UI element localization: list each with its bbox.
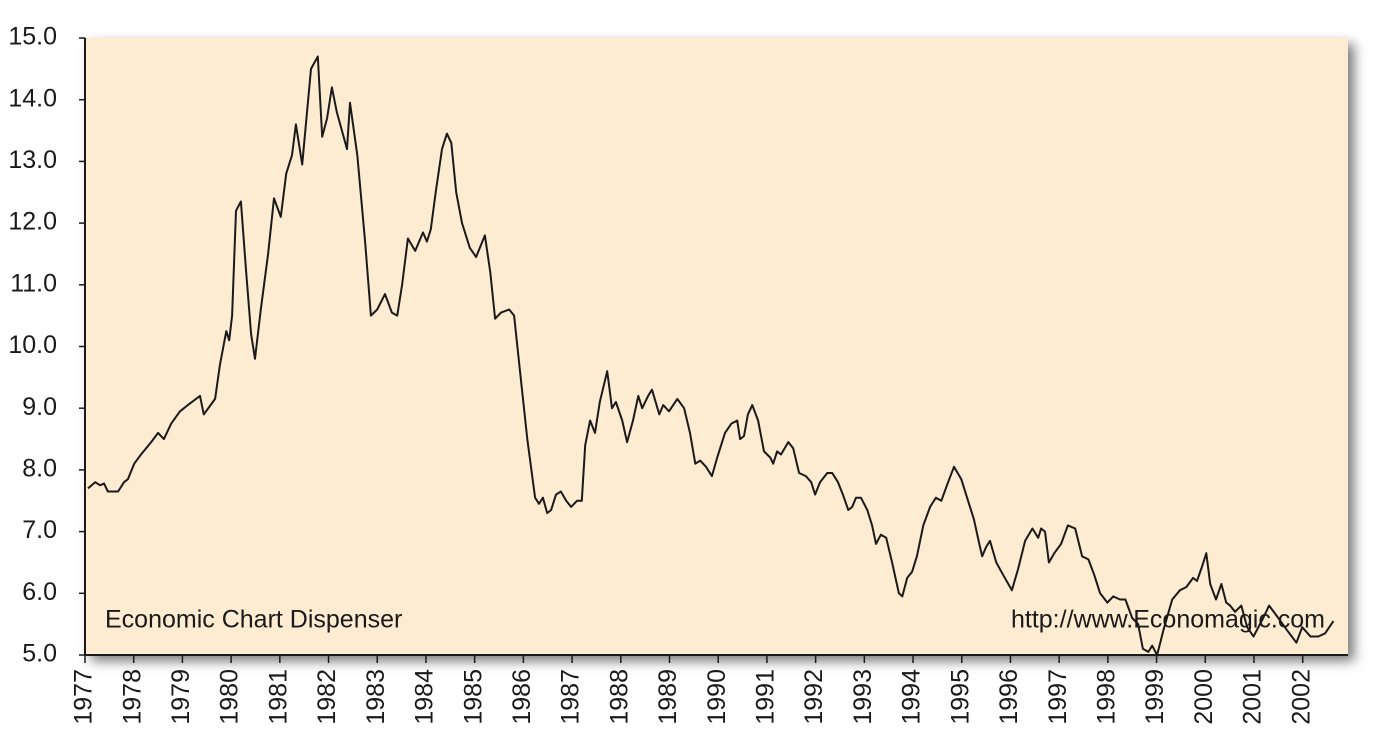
y-tick-label: 7.0 xyxy=(22,516,57,544)
y-tick-label: 14.0 xyxy=(8,84,57,112)
x-tick-label: 1996 xyxy=(995,669,1023,725)
x-tick-label: 2000 xyxy=(1190,669,1218,725)
x-tick-label: 1998 xyxy=(1092,669,1120,725)
x-tick-label: 1977 xyxy=(70,669,98,725)
x-tick-label: 2002 xyxy=(1287,669,1315,725)
x-tick-label: 1997 xyxy=(1044,669,1072,725)
x-tick-label: 1979 xyxy=(167,669,195,725)
annotation: http://www.Economagic.com xyxy=(1011,606,1325,634)
y-tick-label: 13.0 xyxy=(8,146,57,174)
x-tick-label: 1994 xyxy=(898,669,926,725)
y-tick-label: 15.0 xyxy=(8,23,57,51)
x-tick-label: 1980 xyxy=(216,669,244,725)
annotation: Economic Chart Dispenser xyxy=(105,606,402,634)
y-tick-label: 12.0 xyxy=(8,208,57,236)
chart-layer: 5.0 6.0 7.0 8.0 9.0 10.0 11.0 12.0 13.0 14.0 15.0 1… xyxy=(8,23,1348,725)
x-tick-label: 1987 xyxy=(557,669,585,725)
y-tick-label: 5.0 xyxy=(22,640,57,668)
y-tick-label: 11.0 xyxy=(10,269,57,297)
x-tick-label: 1984 xyxy=(411,669,439,725)
x-tick-label: 1990 xyxy=(703,669,731,725)
x-tick-label: 1985 xyxy=(459,669,487,725)
x-tick-label: 1982 xyxy=(313,669,341,725)
x-tick-label: 1993 xyxy=(849,669,877,725)
line-series xyxy=(87,55,1335,656)
x-tick-label: 1983 xyxy=(362,669,390,725)
x-tick-label: 2001 xyxy=(1239,669,1267,725)
plot-area xyxy=(85,38,1348,655)
x-tick-label: 1999 xyxy=(1141,669,1169,725)
y-tick-label: 8.0 xyxy=(22,455,57,483)
x-tick-label: 1981 xyxy=(264,669,292,725)
x-tick-label: 1992 xyxy=(800,669,828,725)
y-tick-label: 10.0 xyxy=(8,331,57,359)
x-tick-label: 1978 xyxy=(118,669,146,725)
y-tick-label: 6.0 xyxy=(22,578,57,606)
x-tick-label: 1989 xyxy=(654,669,682,725)
x-tick-label: 1986 xyxy=(508,669,536,725)
x-tick-label: 1995 xyxy=(946,669,974,725)
x-tick-label: 1988 xyxy=(605,669,633,725)
y-tick-label: 9.0 xyxy=(22,393,57,421)
x-tick-label: 1991 xyxy=(752,669,780,725)
